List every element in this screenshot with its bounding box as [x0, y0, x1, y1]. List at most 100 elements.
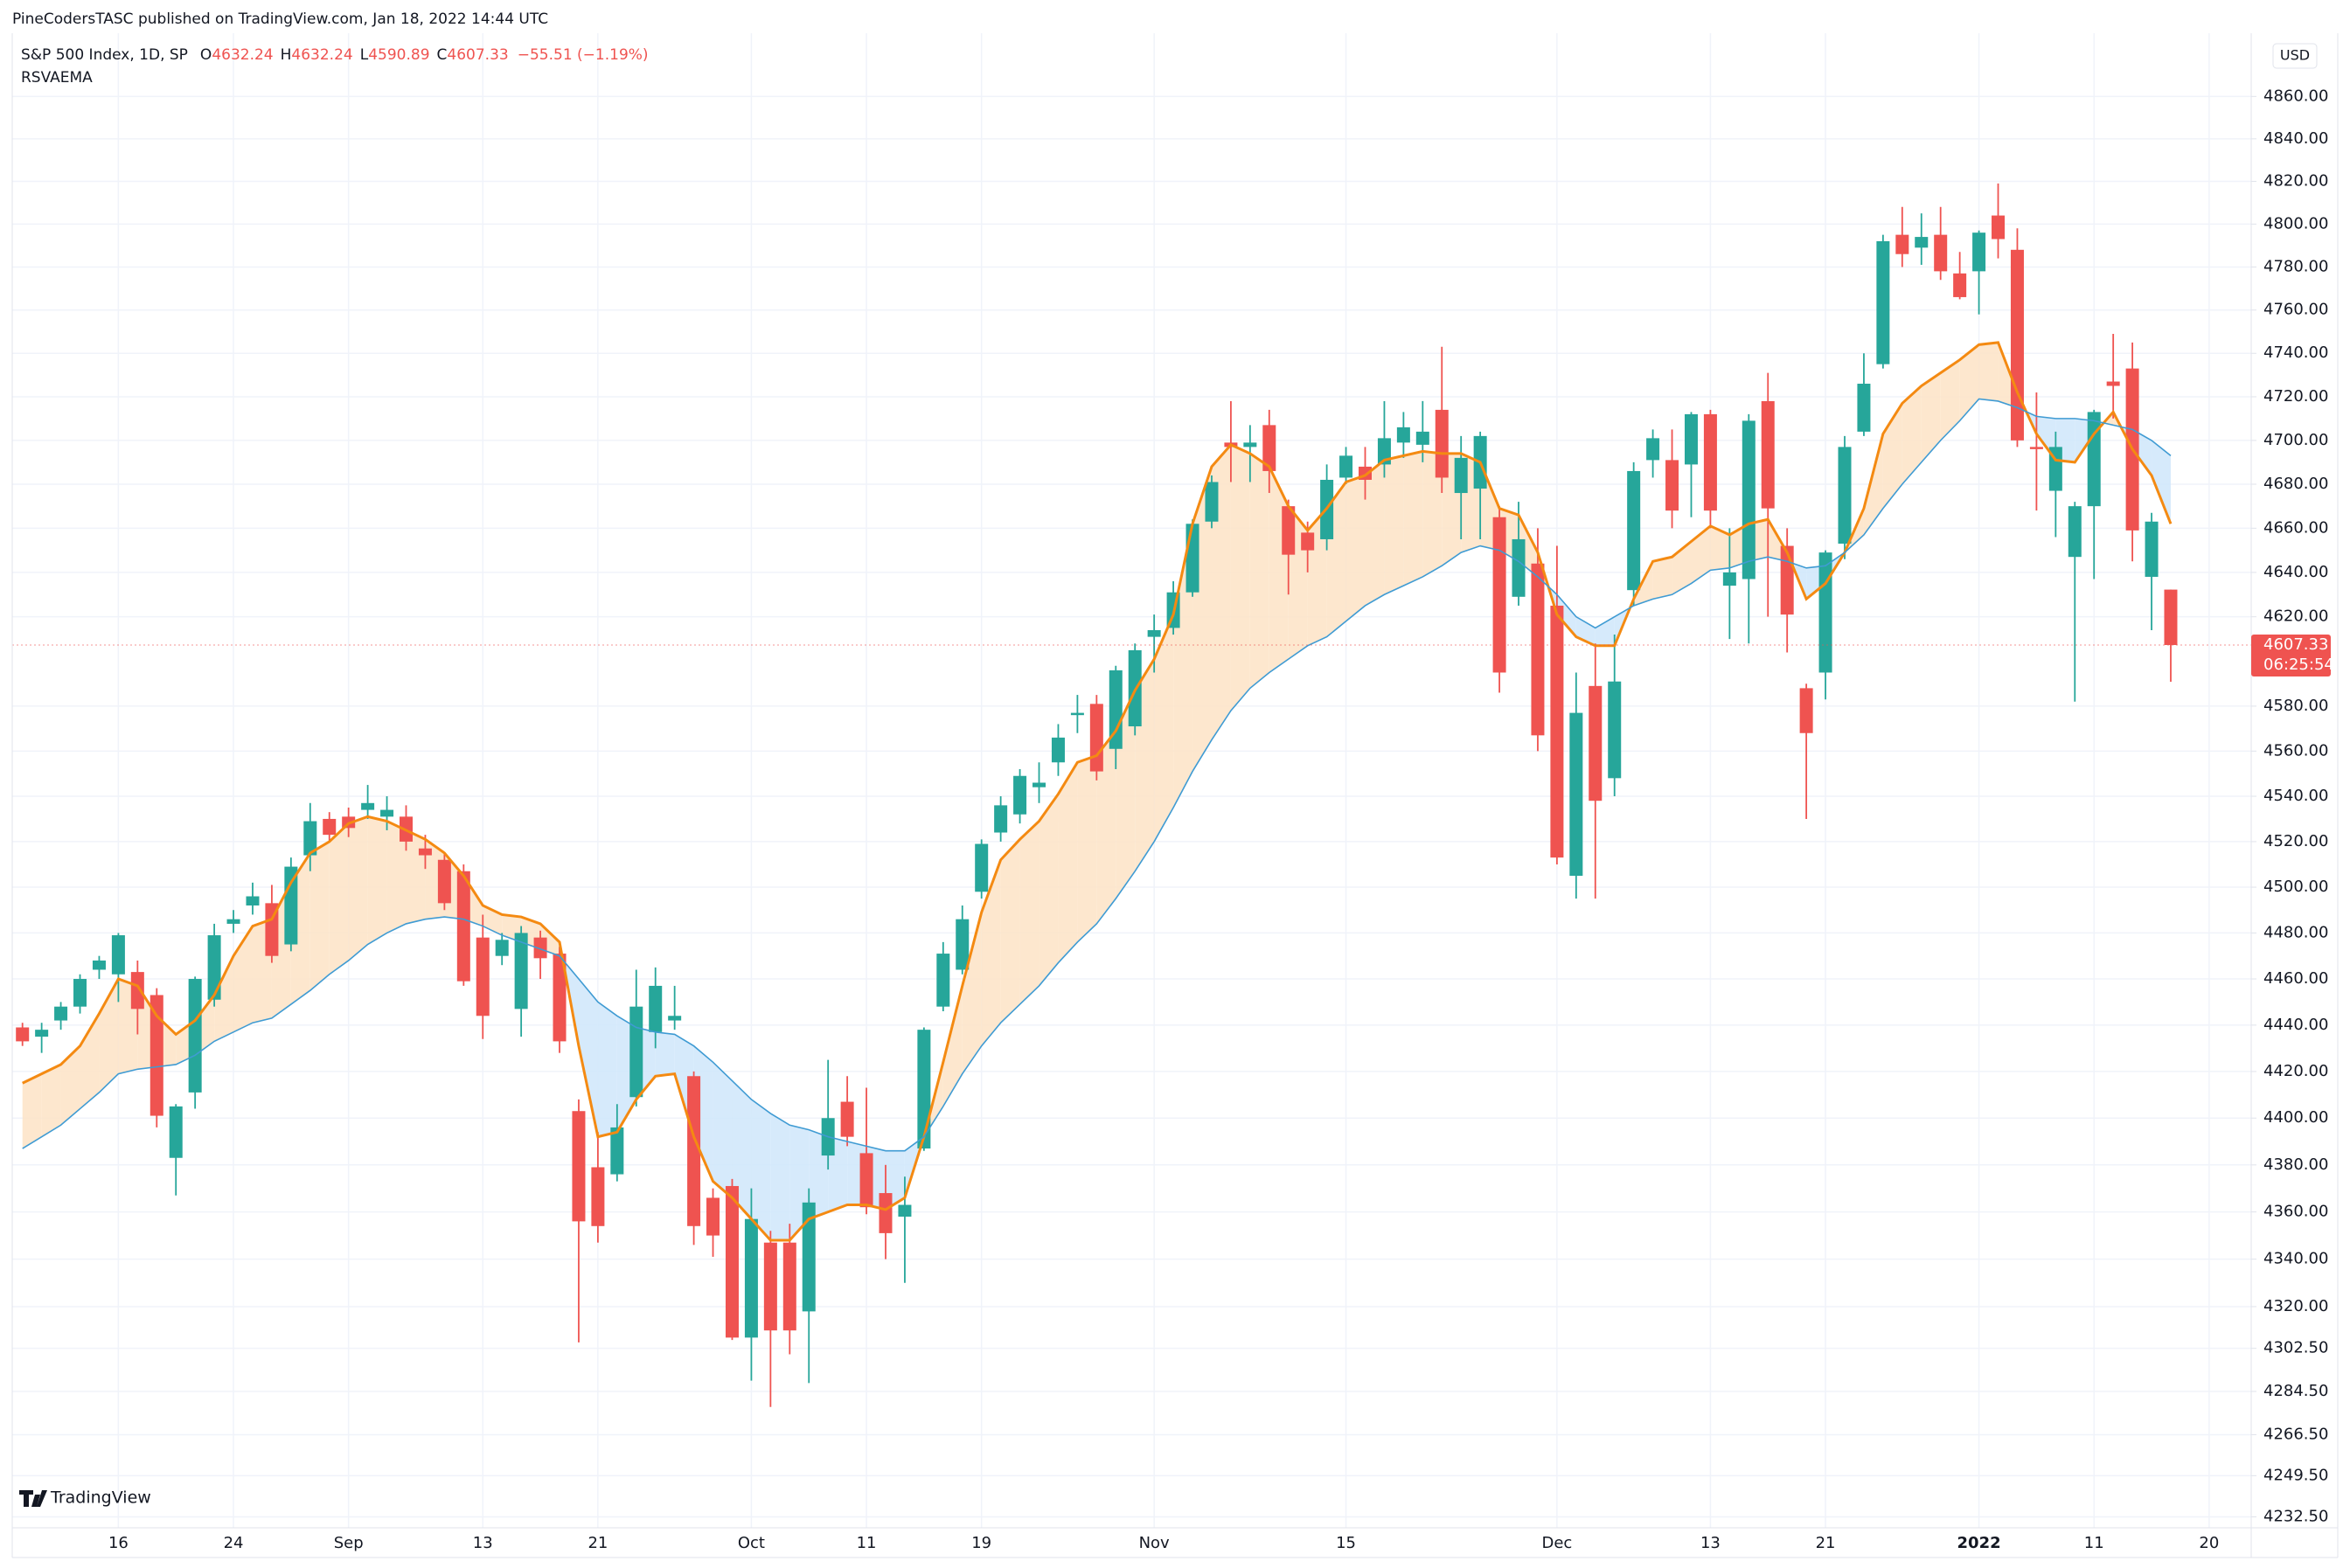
- candle-body: [802, 1202, 816, 1312]
- candle-body: [1953, 273, 1967, 297]
- y-tick-label: 4740.00: [2263, 343, 2328, 362]
- y-tick-label: 4640.00: [2263, 563, 2328, 581]
- y-tick-label: 4460.00: [2263, 969, 2328, 988]
- countdown: 06:25:54: [2263, 656, 2334, 674]
- y-tick-label: 4780.00: [2263, 257, 2328, 275]
- ohlc-label: L: [360, 46, 369, 64]
- candle-body: [898, 1204, 912, 1217]
- candle-body: [629, 1006, 643, 1098]
- band-fill: [1959, 344, 1979, 421]
- candle-body: [1569, 712, 1583, 877]
- band-fill: [1882, 403, 1902, 509]
- y-tick-label: 4700.00: [2263, 431, 2328, 449]
- candle-body: [1262, 425, 1276, 471]
- candle-body: [1032, 782, 1046, 787]
- candle-body: [1339, 455, 1353, 478]
- y-tick-label: 4302.50: [2263, 1339, 2328, 1357]
- candle-body: [1972, 232, 1986, 272]
- candle-body: [1185, 524, 1199, 593]
- candle-body: [130, 972, 144, 1009]
- candle-body: [495, 940, 509, 956]
- candle-body: [1013, 775, 1027, 815]
- candle-body: [572, 1111, 586, 1222]
- band-fill: [1978, 342, 1999, 401]
- candle-body: [687, 1076, 701, 1226]
- candle-body: [1684, 413, 1698, 465]
- currency-box[interactable]: [2272, 43, 2318, 69]
- candle-body: [879, 1193, 893, 1233]
- candle-body: [1857, 384, 1871, 432]
- candle-body: [2010, 249, 2024, 441]
- candle-body: [169, 1106, 183, 1158]
- candle-body: [35, 1030, 49, 1037]
- candle-body: [591, 1167, 605, 1226]
- candle-body: [840, 1101, 854, 1137]
- candle-body: [73, 979, 87, 1007]
- candle-body: [533, 937, 547, 959]
- band-fill: [1691, 525, 1711, 584]
- candle-body: [437, 859, 451, 904]
- ohlc-label: O: [200, 46, 212, 64]
- band-fill: [1403, 451, 1423, 586]
- band-fill: [770, 1113, 790, 1240]
- y-tick-label: 4340.00: [2263, 1250, 2328, 1268]
- band-fill: [962, 912, 982, 1074]
- band-fill: [1556, 594, 1576, 637]
- band-fill: [214, 955, 234, 1042]
- candle-body: [1147, 629, 1161, 637]
- candle-body: [1876, 240, 1890, 364]
- y-tick-label: 4500.00: [2263, 878, 2328, 896]
- candle-body: [1415, 431, 1429, 445]
- y-tick-label: 4760.00: [2263, 301, 2328, 319]
- candle-body: [1627, 470, 1641, 591]
- candle-body: [1109, 670, 1123, 749]
- band-fill: [751, 1099, 771, 1240]
- candle-body: [553, 954, 567, 1042]
- y-tick-label: 4840.00: [2263, 129, 2328, 148]
- candle-body: [2145, 521, 2159, 577]
- y-tick-label: 4540.00: [2263, 787, 2328, 805]
- band-fill: [1365, 460, 1385, 606]
- y-tick-label: 4860.00: [2263, 87, 2328, 105]
- band-fill: [655, 1031, 675, 1077]
- band-fill: [1940, 359, 1960, 441]
- candle-body: [725, 1185, 739, 1338]
- band-fill: [1710, 525, 1730, 571]
- band-fill: [367, 816, 387, 945]
- watermark-text: TradingView: [50, 1488, 151, 1508]
- y-tick-label: 4284.50: [2263, 1382, 2328, 1400]
- band-fill: [578, 979, 598, 1137]
- candle-body: [1089, 704, 1103, 772]
- candle-body: [1646, 438, 1660, 461]
- candle-body: [323, 818, 337, 836]
- band-fill: [22, 1073, 42, 1149]
- y-tick-label: 4620.00: [2263, 607, 2328, 626]
- x-tick-label: 15: [1336, 1534, 1356, 1552]
- candle-body: [610, 1127, 624, 1175]
- candle-body: [1838, 447, 1852, 545]
- candle-body: [975, 843, 989, 892]
- x-tick-label: 21: [1816, 1534, 1836, 1552]
- candle-body: [514, 933, 528, 1009]
- band-fill: [1422, 451, 1443, 577]
- candle-body: [1915, 237, 1929, 248]
- candle-body: [246, 896, 260, 905]
- candle-body: [859, 1153, 873, 1208]
- candle-body: [1435, 409, 1449, 478]
- y-tick-label: 4360.00: [2263, 1203, 2328, 1221]
- last-price-label: 4607.33: [2263, 635, 2328, 654]
- x-tick-label: 13: [1700, 1534, 1721, 1552]
- band-fill: [329, 823, 349, 975]
- band-fill: [1902, 385, 1922, 485]
- candle-body: [1799, 688, 1813, 733]
- band-fill: [1652, 557, 1672, 600]
- candle-body: [706, 1197, 720, 1236]
- candle-body: [1742, 420, 1756, 579]
- candle-body: [763, 1242, 777, 1331]
- x-tick-label: Oct: [738, 1534, 765, 1552]
- y-tick-label: 4720.00: [2263, 387, 2328, 406]
- candle-body: [1454, 457, 1468, 494]
- y-tick-label: 4400.00: [2263, 1108, 2328, 1127]
- candle-body: [54, 1006, 68, 1021]
